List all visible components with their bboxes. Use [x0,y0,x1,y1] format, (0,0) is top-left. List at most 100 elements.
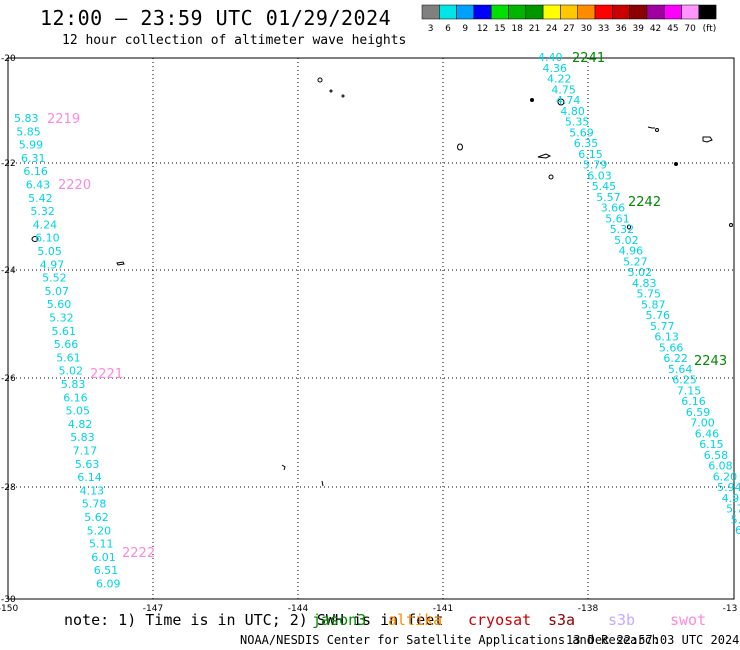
wave-height-label: 5.02 [614,234,639,247]
wave-height-label: 4.96 [619,245,644,258]
colorbar-label: 45 [667,24,678,34]
wave-height-label: 6.08 [708,460,733,473]
lon-label: -147 [143,604,163,614]
colorbar-label: 42 [650,24,661,34]
wave-height-label: 5.85 [16,125,41,138]
wave-height-label: 5.57 [596,191,621,204]
wave-height-label: 5.60 [47,298,72,311]
wave-height-label: 4.36 [543,62,568,75]
wave-height-label: 5.45 [592,180,617,193]
wave-height-label: 6.14 [77,471,102,484]
colorbar-swatch [525,4,544,20]
wave-height-label: 5.99 [19,139,44,152]
colorbar-label: 24 [546,24,558,34]
wave-height-label: 4.75 [551,83,576,96]
wave-height-label: 4.82 [68,418,93,431]
wave-height-label: 5.52 [42,272,67,285]
wave-height-label: 7.00 [690,417,715,430]
wave-height-label: 5.05 [66,405,91,418]
islands [31,77,733,487]
colorbar-swatch [594,4,613,20]
wave-height-label: 6.51 [94,564,119,577]
colorbar-swatch [681,4,700,20]
colorbar-swatch [698,4,717,20]
page-title: 12:00 – 23:59 UTC 01/29/2024 [40,6,392,30]
wave-height-label: 4.80 [560,105,585,118]
colorbar-label: 33 [598,24,609,34]
colorbar-swatch [646,4,665,20]
colorbar-swatch [490,4,509,20]
wave-height-label: 6.03 [587,169,612,182]
pass-label: 2241 [572,51,605,66]
wave-height-label: 6.22 [663,352,688,365]
colorbar-swatch [542,4,561,20]
wave-height-label: 5.63 [75,458,100,471]
wave-height-label: 6.10 [35,232,60,245]
wave-height-label: 5.78 [82,498,107,511]
lat-label: -24 [1,266,16,276]
page-subtitle: 12 hour collection of altimeter wave hei… [62,33,407,48]
wave-height-label: 5.75 [637,288,662,301]
graticule [8,58,734,599]
wave-height-label: 5.94 [717,481,740,494]
wave-height-label: 5.61 [605,212,630,225]
wave-height-label: 5.83 [70,431,95,444]
wave-height-label: 4.24 [33,218,58,231]
satellite-legend-item: swot [670,611,707,629]
wave-height-label: 4.40 [538,51,563,64]
wave-height-label: 7.15 [677,384,702,397]
colorbar-swatch [439,4,457,20]
lat-label: -22 [1,159,16,169]
track-west: 5.835.855.996.316.166.435.425.324.246.10… [14,112,121,591]
satellite-legend-item: jason3 [312,611,367,629]
lon-label: -141 [433,604,453,614]
wave-height-label: 5.83 [14,112,39,125]
wave-height-label: 5.83 [61,378,86,391]
wave-height-colorbar: 3 6 9 12 15 18 21 24 27 30 33 36 39 42 45 70 (ft) [421,4,717,34]
wave-height-label: 4.22 [547,73,572,86]
colorbar-label: 9 [462,24,468,34]
wave-height-label: 6.43 [26,179,51,192]
lon-label: -144 [288,604,309,614]
footer-credit: NOAA/NESDIS Center for Satellite Applica… [240,633,660,647]
wave-height-label: 5.32 [30,205,55,218]
pass-label: 2242 [628,195,661,210]
wave-height-label: 4.13 [80,484,105,497]
track-east: 4.404.364.224.754.744.805.355.696.356.15… [538,51,740,548]
wave-height-label: 6.31 [21,152,46,165]
wave-height-label: 5.61 [56,351,80,364]
pass-label: 2220 [58,178,91,193]
colorbar-label: 70 [684,24,696,34]
lat-label: -28 [1,483,16,493]
wave-height-label: 5.87 [641,298,666,311]
colorbar-swatch [473,4,492,20]
wave-height-label: 4.83 [632,277,657,290]
pass-label: 2222 [122,546,155,561]
pass-label: 2243 [694,354,727,369]
wave-height-label: 6.20 [713,470,738,483]
colorbar-swatch [663,4,682,20]
colorbar-label: 21 [529,24,540,34]
colorbar-label: 36 [615,24,627,34]
lat-label: -30 [1,595,16,605]
footer-date: 13 Dec 22:57:03 UTC 2024 [566,633,740,647]
wave-height-label: 5.9 [731,513,740,526]
wave-height-label: 4.97 [40,258,65,271]
wave-height-label: 6.16 [681,395,706,408]
pass-labels: 2219 2220 2221 2222 2241 2242 2243 [47,51,727,561]
footer-note: note: 1) Time is in UTC; 2) SWH is in fe… [64,611,444,629]
wave-height-label: 7.17 [73,445,98,458]
wave-height-label: 6.15 [699,438,724,451]
lon-label: -150 [0,604,18,614]
wave-height-label: 5.27 [623,255,648,268]
wave-height-label: 5.66 [54,338,79,351]
wave-height-label: 5.62 [84,511,109,524]
wave-height-label: 6.16 [63,391,87,404]
colorbar-label: 39 [633,24,645,34]
wave-height-label: 6.15 [578,148,603,161]
wave-height-label: 6.58 [704,449,729,462]
colorbar-swatch [560,4,578,20]
wave-height-label: 5.35 [565,116,590,129]
wave-height-label: 5.32 [49,312,74,325]
